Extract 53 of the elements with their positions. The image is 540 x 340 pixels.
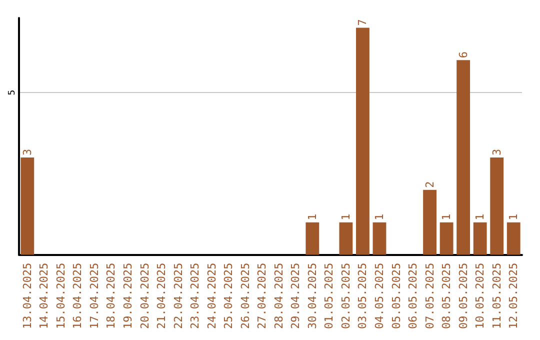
data-label: 6 <box>456 52 470 58</box>
x-tick-label: 11.05.2025 <box>490 262 504 330</box>
x-tick-label: 19.04.2025 <box>121 262 134 330</box>
bar <box>339 222 353 255</box>
x-tick-label: 02.05.2025 <box>339 262 352 330</box>
x-tick-label: 21.04.2025 <box>155 262 168 330</box>
x-tick-label: 23.04.2025 <box>188 262 202 330</box>
x-tick-label: 08.05.2025 <box>440 262 454 330</box>
x-tick-label: 26.04.2025 <box>238 262 252 330</box>
bar <box>20 157 34 255</box>
x-tick-label: 25.04.2025 <box>222 262 236 330</box>
data-label: 1 <box>474 214 487 220</box>
y-tick-label: 5 <box>8 90 18 96</box>
x-tick-label: 22.04.2025 <box>172 262 185 330</box>
data-label: 1 <box>339 214 352 220</box>
bar <box>506 222 520 255</box>
data-label: 1 <box>440 214 454 220</box>
data-label: 3 <box>20 148 34 156</box>
x-tick-label: 01.05.2025 <box>322 262 336 330</box>
x-tick-label: 14.04.2025 <box>38 262 51 330</box>
x-tick-label: 07.05.2025 <box>423 262 436 330</box>
bar <box>423 190 436 255</box>
x-tick-label: 24.04.2025 <box>205 262 218 330</box>
x-tick-label: 27.04.2025 <box>256 262 269 330</box>
x-tick-label: 20.04.2025 <box>138 262 152 330</box>
x-tick-label: 09.05.2025 <box>456 262 470 330</box>
data-label: 1 <box>372 214 386 220</box>
x-tick-label: 28.04.2025 <box>272 262 286 330</box>
x-tick-label: 04.05.2025 <box>372 262 386 330</box>
bar <box>356 28 370 255</box>
bar <box>490 157 504 255</box>
data-label: 1 <box>306 214 319 220</box>
x-tick-label: 10.05.2025 <box>474 262 487 330</box>
x-tick-label: 16.04.2025 <box>71 262 84 330</box>
x-tick-label: 05.05.2025 <box>390 262 403 330</box>
bar <box>440 222 454 255</box>
x-tick-label: 15.04.2025 <box>54 262 68 330</box>
x-tick-label: 29.04.2025 <box>289 262 302 330</box>
data-label: 2 <box>423 181 436 188</box>
x-tick-label: 03.05.2025 <box>356 262 370 330</box>
bar <box>456 60 470 255</box>
x-tick-label: 12.05.2025 <box>507 262 520 330</box>
x-tick-label: 18.04.2025 <box>104 262 118 330</box>
x-tick-label: 13.04.2025 <box>20 262 34 330</box>
x-tick-label: 30.04.2025 <box>306 262 319 330</box>
bar <box>473 222 487 255</box>
data-label: 1 <box>507 214 520 220</box>
data-label: 3 <box>490 148 504 156</box>
x-tick-label: 06.05.2025 <box>406 262 420 330</box>
data-label: 7 <box>356 19 370 26</box>
bar <box>306 222 320 255</box>
bar <box>372 222 386 255</box>
x-tick-label: 17.04.2025 <box>88 262 101 330</box>
